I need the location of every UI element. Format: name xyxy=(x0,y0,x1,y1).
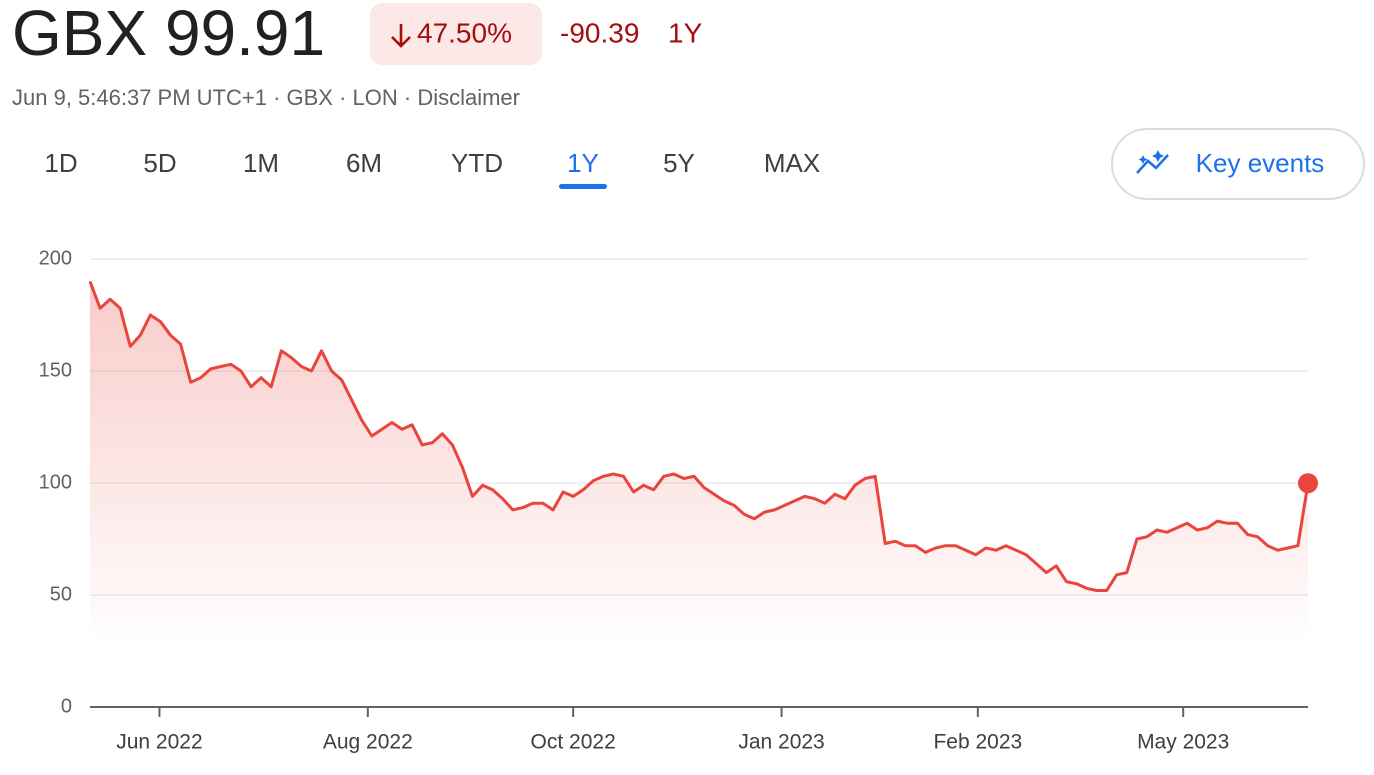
sparkle-icon xyxy=(1138,150,1164,164)
period: 1Y xyxy=(668,17,703,48)
range-tab[interactable]: 6M xyxy=(346,148,382,178)
area-fill xyxy=(90,281,1308,647)
change-pill xyxy=(370,3,542,65)
x-tick-label: May 2023 xyxy=(1137,731,1229,754)
end-dot xyxy=(1298,473,1318,494)
x-tick-label: Jan 2023 xyxy=(738,731,824,754)
change-percent: 47.50% xyxy=(417,17,512,48)
x-tick-label: Feb 2023 xyxy=(933,731,1022,754)
x-tick-label: Oct 2022 xyxy=(531,731,616,754)
range-tab[interactable]: MAX xyxy=(764,148,820,178)
x-tick-label: Aug 2022 xyxy=(323,731,413,754)
key-events-label: Key events xyxy=(1196,148,1325,178)
range-tab[interactable]: 5Y xyxy=(663,148,695,178)
price-title: GBX 99.91 xyxy=(12,0,325,69)
range-tab[interactable]: 5D xyxy=(143,148,176,178)
x-tick-label: Jun 2022 xyxy=(116,731,202,754)
tab-underline xyxy=(559,184,607,189)
range-tab[interactable]: 1M xyxy=(243,148,279,178)
price-line xyxy=(88,280,1310,592)
down-arrow xyxy=(391,24,411,48)
y-tick-label: 50 xyxy=(50,583,72,605)
range-tab[interactable]: 1Y xyxy=(567,148,599,178)
y-tick-label: 150 xyxy=(39,359,72,381)
change: -90.39 xyxy=(560,17,639,48)
range-tab[interactable]: YTD xyxy=(451,148,503,178)
range-tab[interactable]: 1D xyxy=(44,148,77,178)
key-events-icon xyxy=(1136,154,1169,174)
key-events-button[interactable] xyxy=(1111,128,1365,200)
y-tick-label: 0 xyxy=(61,695,72,717)
subtitle: Jun 9, 5:46:37 PM UTC+1 · GBX · LON · Di… xyxy=(12,85,520,110)
y-tick-label: 200 xyxy=(39,247,72,269)
y-tick-label: 100 xyxy=(39,471,72,493)
